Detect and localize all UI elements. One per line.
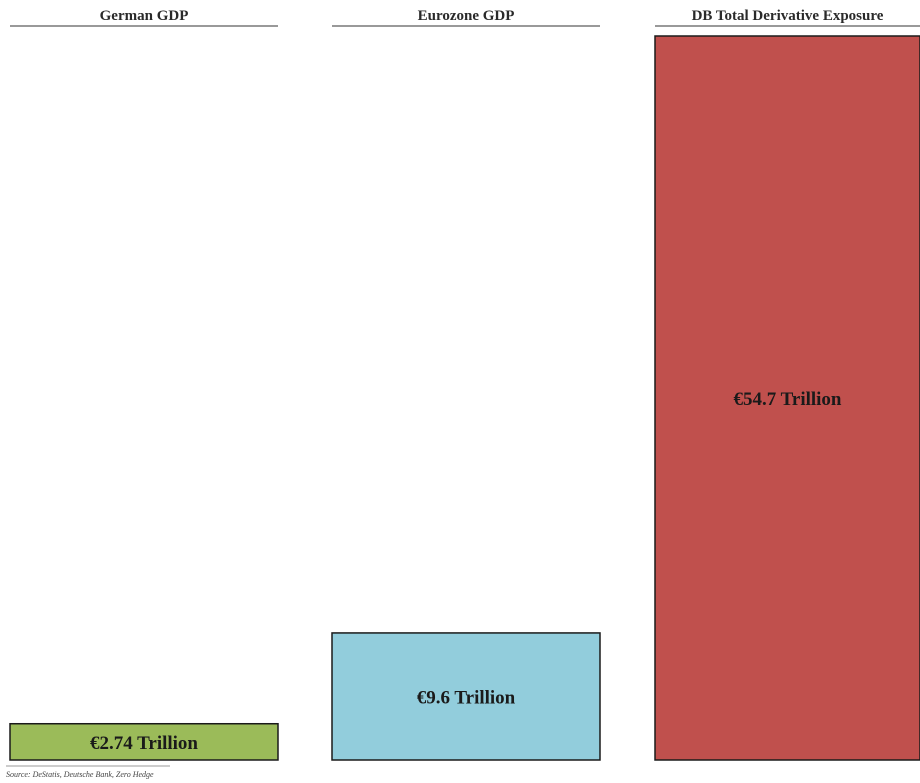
- bar-german-gdp: [9, 722, 279, 761]
- data-label-german-gdp: €2.74 Trillion: [90, 733, 198, 754]
- bars-group: [9, 35, 920, 761]
- source-note: Source: DeStatis, Deutsche Bank, Zero He…: [6, 770, 154, 779]
- column-titles: German GDP Eurozone GDP DB Total Derivativ…: [10, 8, 920, 27]
- bar-db-total-derivative-exposure: [654, 35, 920, 761]
- title-german-gdp: German GDP: [100, 8, 189, 24]
- title-eurozone-gdp: Eurozone GDP: [418, 8, 515, 24]
- title-db-total-derivative-exposure: DB Total Derivative Exposure: [692, 8, 884, 24]
- bar-eurozone-gdp: [331, 632, 601, 761]
- data-labels: €2.74 Trillion €9.6 Trillion €54.7 Trillio…: [90, 389, 842, 754]
- data-label-eurozone-gdp: €9.6 Trillion: [417, 687, 516, 708]
- data-label-db-total-derivative-exposure: €54.7 Trillion: [733, 389, 841, 410]
